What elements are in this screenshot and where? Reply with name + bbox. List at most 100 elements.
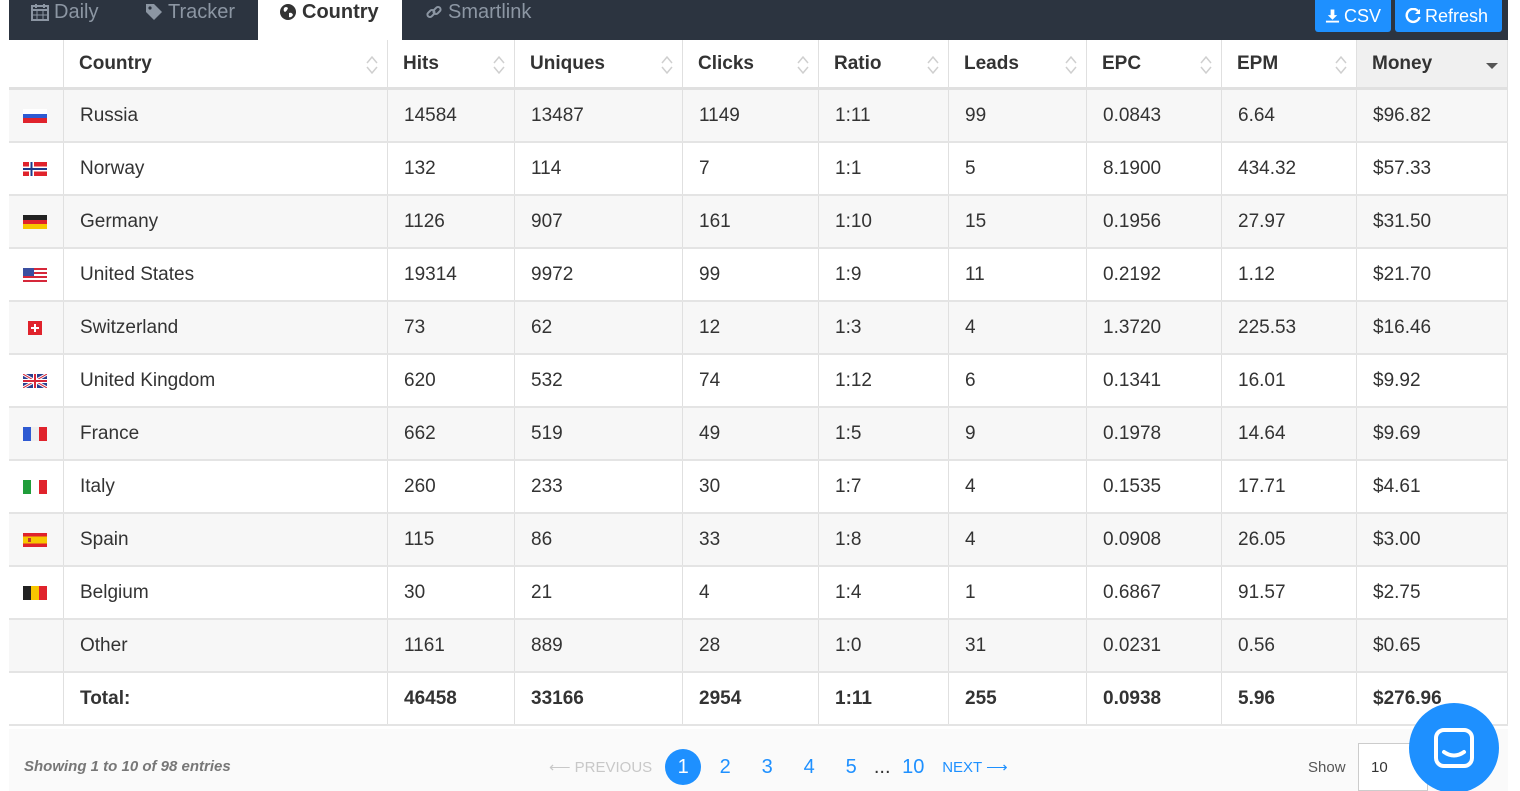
cell-clicks: 33 (683, 514, 819, 565)
cell-clicks: 74 (683, 355, 819, 406)
cell-leads: 11 (949, 249, 1087, 300)
cell-leads: 4 (949, 461, 1087, 512)
cell-epm: 26.05 (1222, 514, 1357, 565)
cell-uniques: 532 (515, 355, 683, 406)
flag-cell (9, 567, 64, 618)
cell-ratio: 1:11 (819, 90, 949, 141)
cell-country: Norway (64, 143, 388, 194)
total-hits: 46458 (388, 673, 515, 724)
total-epc: 0.0938 (1087, 673, 1222, 724)
header-hits[interactable]: Hits (388, 40, 515, 87)
cell-hits: 19314 (388, 249, 515, 300)
cell-ratio: 1:9 (819, 249, 949, 300)
cell-country: Italy (64, 461, 388, 512)
table-row: Italy 260 233 30 1:7 4 0.1535 17.71 $4.61 (9, 461, 1508, 514)
cell-country: France (64, 408, 388, 459)
cell-money: $9.92 (1357, 355, 1508, 406)
refresh-icon (1405, 8, 1421, 24)
cell-epm: 225.53 (1222, 302, 1357, 353)
header-epc[interactable]: EPC (1087, 40, 1222, 87)
next-page-button[interactable]: NEXT ⟶ (942, 759, 1008, 776)
header-label: EPM (1237, 52, 1279, 74)
cell-clicks: 28 (683, 620, 819, 671)
page-button-10[interactable]: 10 (902, 755, 925, 778)
sort-icon (1335, 55, 1347, 75)
header-epm[interactable]: EPM (1222, 40, 1357, 87)
cell-leads: 31 (949, 620, 1087, 671)
table-footer: Showing 1 to 10 of 98 entries ⟵ PREVIOUS… (9, 729, 1508, 791)
header-country[interactable]: Country (64, 40, 388, 87)
flag-ru-icon (23, 108, 47, 123)
tab-daily[interactable]: Daily (31, 0, 98, 40)
header-leads[interactable]: Leads (949, 40, 1087, 87)
table-row: Belgium 30 21 4 1:4 1 0.6867 91.57 $2.75 (9, 567, 1508, 620)
cell-hits: 115 (388, 514, 515, 565)
pagination: ⟵ PREVIOUS 1 2 3 4 5 ... 10 NEXT ⟶ (549, 749, 1008, 785)
tab-tracker-label: Tracker (168, 1, 236, 23)
cell-ratio: 1:4 (819, 567, 949, 618)
cell-country: United Kingdom (64, 355, 388, 406)
previous-page-button[interactable]: ⟵ PREVIOUS (549, 759, 653, 776)
sort-icon (1065, 55, 1077, 75)
cell-leads: 4 (949, 302, 1087, 353)
table-row: United States 19314 9972 99 1:9 11 0.2192 1.12 $… (9, 249, 1508, 302)
header-clicks[interactable]: Clicks (683, 40, 819, 87)
refresh-button[interactable]: Refresh (1395, 0, 1502, 32)
flag-cell (9, 514, 64, 565)
header-money[interactable]: Money (1357, 40, 1508, 87)
cell-clicks: 1149 (683, 90, 819, 141)
cell-clicks: 30 (683, 461, 819, 512)
cell-epc: 0.1535 (1087, 461, 1222, 512)
tab-country[interactable]: Country (258, 0, 402, 40)
tab-smartlink-label: Smartlink (448, 1, 532, 23)
page-button-1[interactable]: 1 (665, 749, 702, 785)
page-button-4[interactable]: 4 (803, 755, 815, 778)
download-icon (1325, 9, 1340, 23)
flag-us-icon (23, 267, 47, 282)
table-row: Norway 132 114 7 1:1 5 8.1900 434.32 $57.33 (9, 143, 1508, 196)
cell-uniques: 13487 (515, 90, 683, 141)
flag-es-icon (23, 532, 47, 547)
header-uniques[interactable]: Uniques (515, 40, 683, 87)
chat-icon (1434, 728, 1474, 768)
tab-smartlink[interactable]: Smartlink (425, 0, 531, 40)
flag-gb-icon (23, 373, 47, 388)
page-button-5[interactable]: 5 (845, 755, 857, 778)
header-ratio[interactable]: Ratio (819, 40, 949, 87)
cell-leads: 1 (949, 567, 1087, 618)
globe-icon (280, 4, 296, 20)
cell-ratio: 1:12 (819, 355, 949, 406)
cell-leads: 6 (949, 355, 1087, 406)
page-button-2[interactable]: 2 (719, 755, 731, 778)
tab-daily-label: Daily (54, 1, 99, 23)
cell-uniques: 519 (515, 408, 683, 459)
cell-country: Germany (64, 196, 388, 247)
cell-uniques: 233 (515, 461, 683, 512)
cell-uniques: 9972 (515, 249, 683, 300)
header-label: EPC (1102, 52, 1142, 74)
total-row: Total: 46458 33166 2954 1:11 255 0.0938 5.96 $27… (9, 673, 1508, 726)
flag-de-icon (23, 214, 47, 229)
flag-cell (9, 461, 64, 512)
table-row: United Kingdom 620 532 74 1:12 6 0.1341 16.01 $9… (9, 355, 1508, 408)
cell-hits: 662 (388, 408, 515, 459)
flag-it-icon (23, 479, 47, 494)
page-scrollbar[interactable] (1510, 0, 1520, 791)
header-label: Money (1372, 52, 1433, 74)
cell-epc: 0.0843 (1087, 90, 1222, 141)
cell-epc: 0.6867 (1087, 567, 1222, 618)
flag-no-icon (23, 161, 47, 176)
chat-launcher-button[interactable] (1409, 703, 1499, 791)
cell-hits: 620 (388, 355, 515, 406)
cell-country: Russia (64, 90, 388, 141)
flag-fr-icon (23, 426, 47, 441)
csv-export-button[interactable]: CSV (1315, 0, 1391, 32)
table-row: France 662 519 49 1:5 9 0.1978 14.64 $9.69 (9, 408, 1508, 461)
page-button-3[interactable]: 3 (761, 755, 773, 778)
header-flag-column (9, 40, 64, 87)
total-money: $276.96 (1357, 673, 1508, 724)
header-label: Ratio (834, 52, 882, 74)
table-row: Switzerland 73 62 12 1:3 4 1.3720 225.53 $16.46 (9, 302, 1508, 355)
cell-leads: 5 (949, 143, 1087, 194)
tab-tracker[interactable]: Tracker (145, 0, 235, 40)
